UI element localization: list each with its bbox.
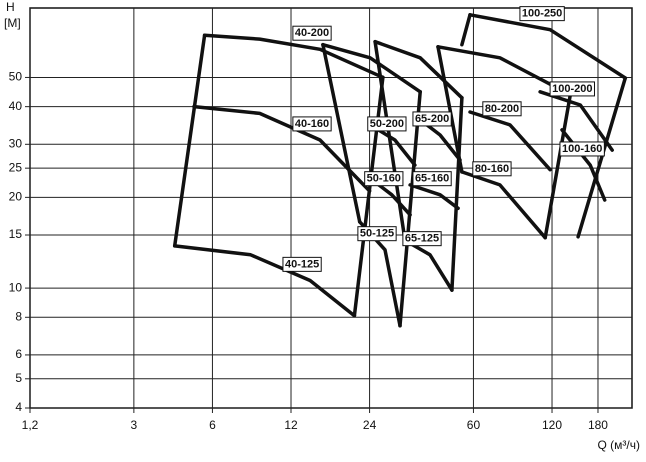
y-tick-label: 10	[9, 280, 23, 294]
pump-curve	[321, 42, 422, 94]
pump-curve	[321, 42, 362, 224]
curve-label-text: 80-160	[475, 163, 509, 175]
curve-label-text: 40-200	[295, 27, 329, 39]
x-tick-label: 180	[588, 418, 608, 432]
pump-curve	[436, 45, 464, 174]
curve-label: 80-160	[472, 161, 512, 177]
curve-label: 65-200	[412, 111, 452, 127]
pump-curve	[468, 110, 552, 172]
pump-curve	[192, 104, 372, 193]
y-tick-label: 15	[9, 227, 23, 241]
pump-curve	[460, 13, 472, 47]
curve-label-box	[292, 116, 332, 132]
curve-label-text: 50-160	[367, 173, 401, 185]
curve-label-text: 100-250	[522, 8, 562, 20]
curve-label: 100-250	[519, 6, 565, 22]
curve-label-box	[367, 116, 407, 132]
pump-curve	[202, 33, 385, 80]
pump-curve	[450, 96, 464, 292]
curve-label: 50-160	[364, 171, 404, 187]
curve-label: 100-200	[549, 81, 595, 97]
y-tick-label: 5	[15, 371, 22, 385]
x-tick-label: 60	[467, 418, 481, 432]
y-axis-unit: [M]	[4, 16, 21, 30]
curve-label-box	[364, 171, 404, 187]
curve-label: 40-200	[292, 25, 332, 41]
x-tick-label: 24	[363, 418, 377, 432]
curve-label-box	[559, 141, 605, 157]
y-tick-label: 40	[9, 99, 23, 113]
curve-label-box	[482, 101, 522, 117]
curve-label-text: 50-200	[370, 118, 404, 130]
pump-curve	[538, 90, 614, 152]
pump-curve	[373, 39, 407, 243]
x-tick-label: 3	[131, 418, 138, 432]
x-tick-label: 1,2	[22, 418, 39, 432]
curve-label: 40-125	[282, 256, 322, 272]
y-axis-title: H	[6, 0, 15, 14]
pump-curve	[576, 76, 628, 239]
curve-label-box	[292, 25, 332, 41]
curve-label-box	[549, 81, 595, 97]
pump-curve	[408, 183, 460, 211]
curve-label-box	[282, 256, 322, 272]
curve-label-box	[412, 171, 452, 187]
curve-label: 80-200	[482, 101, 522, 117]
curve-label-text: 40-160	[295, 118, 329, 130]
x-tick-label: 12	[284, 418, 298, 432]
curve-label: 65-125	[402, 231, 442, 247]
pump-curve	[398, 90, 422, 328]
x-axis-title: Q (м³/ч)	[598, 438, 641, 452]
pump-curve	[373, 39, 464, 100]
curve-label-text: 65-200	[415, 113, 449, 125]
curve-label: 40-160	[292, 116, 332, 132]
curve-label-text: 100-160	[562, 143, 602, 155]
curve-label-box	[412, 111, 452, 127]
curve-label-text: 50-125	[360, 228, 394, 240]
y-tick-label: 25	[9, 160, 23, 174]
pump-curve	[436, 45, 573, 97]
x-tick-label: 6	[209, 418, 216, 432]
curve-label-text: 80-200	[485, 103, 519, 115]
pump-curve	[352, 75, 385, 318]
pump-curve	[373, 126, 417, 167]
y-tick-label: 20	[9, 190, 23, 204]
curve-label-text: 65-160	[415, 173, 449, 185]
curve-label-box	[357, 226, 397, 242]
curve-label-box	[472, 161, 512, 177]
curve-label-box	[402, 231, 442, 247]
plot-frame	[29, 7, 633, 409]
curve-label: 65-160	[412, 171, 452, 187]
pump-curve	[543, 93, 573, 240]
y-tick-label: 50	[9, 70, 23, 84]
y-tick-label: 30	[9, 136, 23, 150]
curve-label-text: 40-125	[285, 258, 319, 270]
curve-label-text: 65-125	[405, 233, 439, 245]
pump-curve	[468, 13, 628, 80]
pump-curve	[460, 170, 547, 240]
y-tick-label: 6	[15, 347, 22, 361]
curve-label-text: 100-200	[552, 83, 592, 95]
pump-curve	[172, 33, 207, 248]
y-tick-label: 8	[15, 309, 22, 323]
curve-label: 100-160	[559, 141, 605, 157]
x-tick-label: 120	[542, 418, 562, 432]
pump-curve	[172, 244, 357, 318]
pump-curve	[403, 238, 454, 292]
curve-label-box	[519, 6, 565, 22]
curve-label: 50-200	[367, 116, 407, 132]
y-tick-label: 4	[15, 400, 22, 414]
curve-label: 50-125	[357, 226, 397, 242]
